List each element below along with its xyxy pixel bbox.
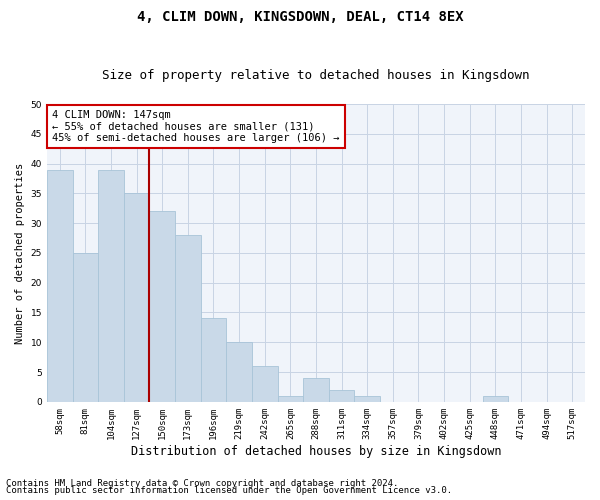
X-axis label: Distribution of detached houses by size in Kingsdown: Distribution of detached houses by size … [131,444,501,458]
Bar [226,342,252,402]
Text: 4, CLIM DOWN, KINGSDOWN, DEAL, CT14 8EX: 4, CLIM DOWN, KINGSDOWN, DEAL, CT14 8EX [137,10,463,24]
Bar [175,235,200,402]
Bar [98,170,124,402]
Bar [73,253,98,402]
Title: Size of property relative to detached houses in Kingsdown: Size of property relative to detached ho… [102,69,530,82]
Bar [47,170,73,402]
Bar [482,396,508,402]
Bar [278,396,303,402]
Bar [303,378,329,402]
Bar [149,211,175,402]
Text: Contains HM Land Registry data © Crown copyright and database right 2024.: Contains HM Land Registry data © Crown c… [6,478,398,488]
Text: 4 CLIM DOWN: 147sqm
← 55% of detached houses are smaller (131)
45% of semi-detac: 4 CLIM DOWN: 147sqm ← 55% of detached ho… [52,110,340,143]
Text: Contains public sector information licensed under the Open Government Licence v3: Contains public sector information licen… [6,486,452,495]
Bar [355,396,380,402]
Bar [124,194,149,402]
Bar [200,318,226,402]
Bar [252,366,278,402]
Bar [329,390,355,402]
Y-axis label: Number of detached properties: Number of detached properties [15,162,25,344]
